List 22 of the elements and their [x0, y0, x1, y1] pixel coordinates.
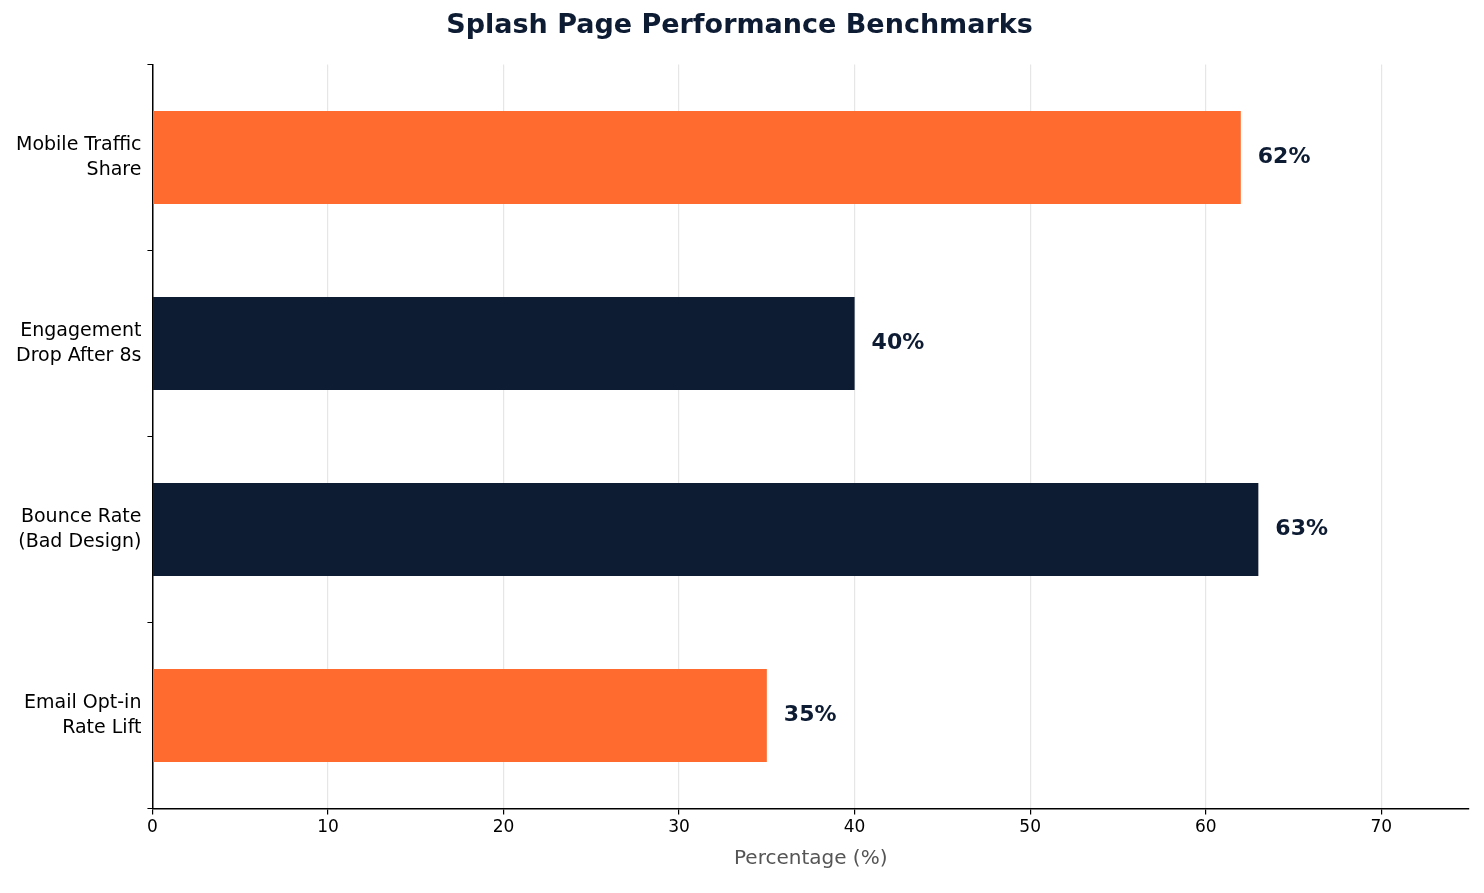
y-tick-label: Engagement Drop After 8s	[16, 318, 142, 365]
y-tick-label: Email Opt-in Rate Lift	[24, 690, 142, 737]
bar	[153, 296, 855, 390]
x-tick-label: 30	[668, 816, 690, 837]
data-label: 63%	[1275, 515, 1329, 541]
y-tick-label: Bounce Rate (Bad Design)	[18, 504, 142, 551]
x-tick-label: 50	[1019, 816, 1041, 837]
data-label: 62%	[1257, 143, 1311, 169]
chart-title: Splash Page Performance Benchmarks	[446, 8, 1033, 40]
x-tick-label: 60	[1194, 816, 1217, 837]
x-tick-label: 10	[317, 816, 339, 837]
bar	[153, 669, 767, 763]
data-label: 40%	[871, 329, 925, 355]
y-tick-label: Mobile Traffic Share	[16, 132, 142, 179]
bar	[153, 110, 1241, 204]
x-tick-label: 40	[843, 816, 866, 837]
x-tick-label: 20	[492, 816, 515, 837]
bar	[153, 483, 1259, 577]
x-axis-title: Percentage (%)	[733, 845, 888, 870]
x-tick-label: 0	[147, 816, 158, 837]
x-tick-label: 70	[1370, 816, 1393, 837]
data-label: 35%	[783, 701, 837, 727]
